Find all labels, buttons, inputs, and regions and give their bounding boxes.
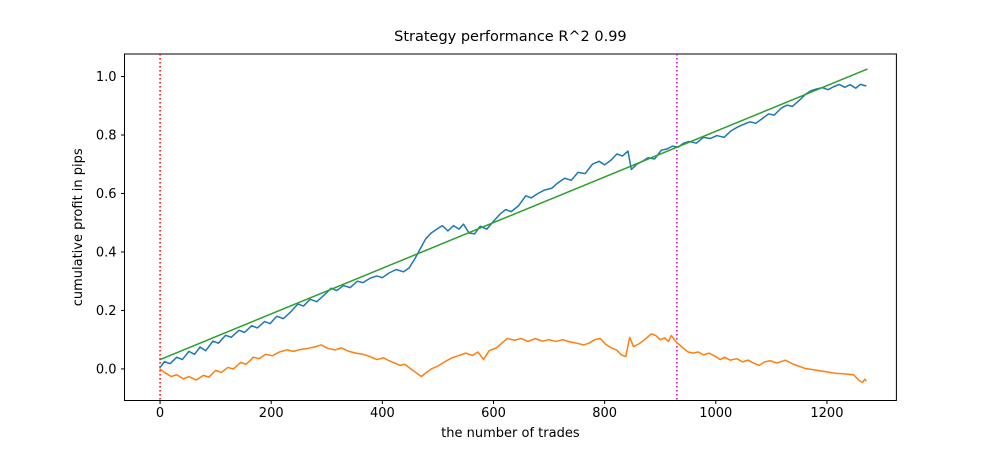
y-tick-label: 1.0 [96, 70, 117, 85]
x-tick-label: 0 [156, 406, 164, 421]
x-tick-label: 800 [592, 406, 617, 421]
oscillator-line [159, 333, 867, 384]
cumulative-profit-line [159, 83, 867, 369]
linear-fit-line [159, 68, 868, 361]
x-tick-label: 400 [370, 406, 395, 421]
plot-area [124, 53, 897, 401]
x-tick-label: 200 [259, 406, 284, 421]
y-tick-label: 0.2 [96, 304, 117, 319]
x-tick-label: 600 [481, 406, 506, 421]
y-tick-label: 0.6 [96, 187, 117, 202]
x-tick-label: 1200 [810, 406, 843, 421]
x-axis-label: the number of trades [441, 426, 580, 441]
series-layer [159, 68, 868, 384]
x-tick-label: 1000 [699, 406, 732, 421]
ticks-layer: 0 200 400 600 800 1000 1200 0.0 0.2 0.4 0.6 0.8 1.0 [96, 70, 844, 421]
y-tick-label: 0.8 [96, 128, 117, 143]
y-tick-label: 0.4 [96, 245, 117, 260]
y-axis-label: cumulative profit in pips [71, 148, 86, 306]
chart-title: Strategy performance R^2 0.99 [394, 29, 627, 45]
y-tick-label: 0.0 [96, 362, 117, 377]
